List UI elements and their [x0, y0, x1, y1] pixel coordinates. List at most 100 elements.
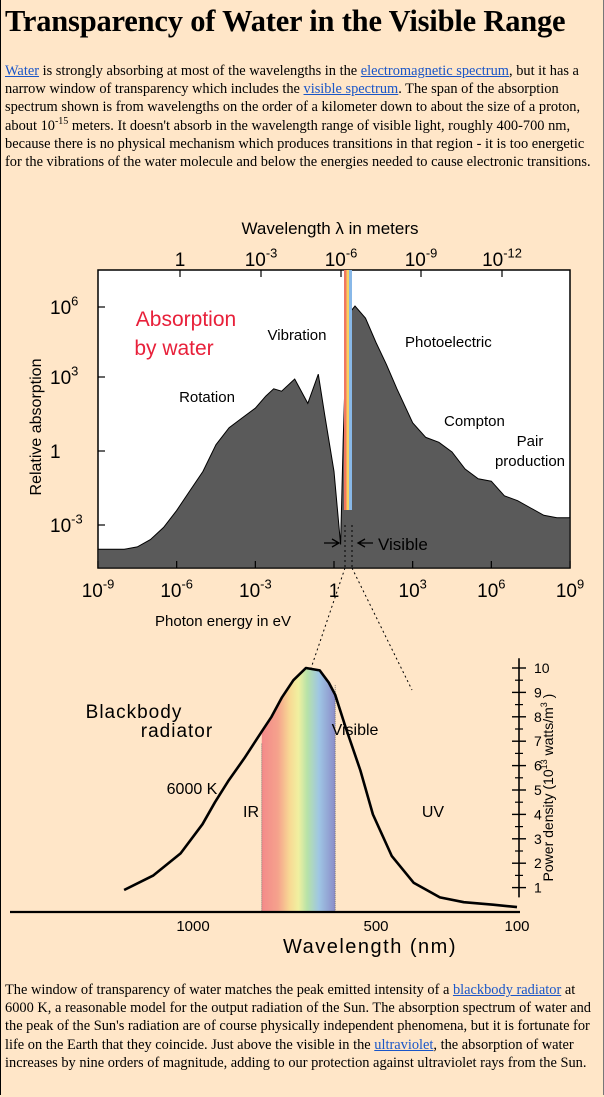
annotation-vibration: Vibration	[268, 327, 327, 344]
x-tick-label-exp: -6	[181, 576, 192, 591]
intro-text-4: meters. It doesn't absorb in the wavelen…	[5, 117, 591, 171]
page-title: Transparency of Water in the Visible Ran…	[5, 4, 566, 38]
bb-y-axis-label: Power density (1013 watts/m3 )	[539, 694, 556, 882]
blackbody-chart: 1 2 3 4 5 6 7 8 9 10 Power density (1013 watts/m3 …	[10, 658, 556, 958]
top-tick-label-exp: -9	[426, 245, 437, 260]
y-tick-label: 10-3	[50, 511, 83, 537]
top-tick-label-base: 10	[405, 250, 426, 271]
link-blackbody-radiator[interactable]: blackbody radiator	[452, 982, 562, 998]
bb-x-tick-label: 1000	[176, 918, 209, 935]
top-tick-label-base: 10	[482, 250, 503, 271]
outro-text-3: , the absorption of water increases by n…	[5, 1036, 587, 1071]
visible-band-yellow	[346, 270, 349, 510]
x-tick-label: 109	[556, 576, 584, 602]
x-tick-label-base: 10	[160, 581, 181, 602]
bb-y-tick-label: 9	[534, 684, 542, 700]
y-tick-label: 103	[50, 363, 78, 389]
link-ultraviolet[interactable]: ultraviolet	[374, 1036, 434, 1053]
intro-paragraph: Water is strongly absorbing at most of t…	[5, 62, 597, 171]
bb-y-tick-label: 5	[534, 782, 542, 798]
x-tick-label: 106	[477, 576, 505, 602]
x-tick-label-exp: -9	[103, 576, 114, 591]
annotation-line-2: production	[495, 453, 565, 470]
x-tick-label-exp: 6	[498, 576, 505, 591]
x-tick-label-base: 10	[477, 581, 498, 602]
top-tick-label-base: 1	[175, 250, 186, 271]
top-tick-label-exp: -12	[503, 245, 522, 260]
bb-title-line-1: Blackbody	[86, 702, 183, 723]
top-tick-label-exp: -6	[346, 245, 357, 260]
bb-title: Blackbody radiator	[86, 702, 214, 742]
y-tick-label-base: 10	[50, 298, 71, 319]
x-tick-label: 10-3	[239, 576, 272, 602]
y-axis-label: Relative absorption	[28, 359, 45, 496]
x-tick-label: 1	[329, 581, 340, 602]
top-tick-label-base: 10	[245, 250, 266, 271]
visible-band-blue	[349, 270, 352, 510]
x-axis-label: Photon energy in eV	[155, 613, 291, 630]
top-tick-label: 10-9	[405, 245, 438, 271]
bb-y-tick-label: 2	[534, 855, 542, 871]
x-tick-label-exp: 3	[420, 576, 427, 591]
y-tick-label-exp: 3	[71, 363, 78, 378]
bb-x-tick-label: 500	[363, 918, 388, 935]
visible-arrow-left	[324, 538, 341, 548]
annotation-pair-production: Pair production	[495, 433, 565, 470]
absorption-area	[97, 305, 571, 569]
x-tick-label-base: 10	[239, 581, 260, 602]
x-tick-label: 103	[399, 576, 427, 602]
y-tick-label-exp: 6	[71, 293, 78, 308]
chart-title-line-2: by water	[134, 337, 213, 360]
top-tick-label: 10-6	[325, 245, 358, 271]
x-tick-label-base: 10	[399, 581, 420, 602]
y-tick-label: 106	[50, 293, 78, 319]
visible-arrow-right	[356, 538, 373, 548]
bb-curve-label: 6000 K	[167, 781, 218, 798]
y-tick-label: 1	[50, 442, 61, 463]
annotation-photoelectric: Photoelectric	[405, 334, 492, 351]
x-tick-label: 10-9	[82, 576, 115, 602]
top-tick-label-base: 10	[325, 250, 346, 271]
x-tick-label-base: 10	[556, 581, 577, 602]
bb-y-tick-label: 8	[534, 709, 542, 725]
bb-x-axis-label: Wavelength (nm)	[283, 936, 457, 958]
bb-y-tick-label: 4	[534, 806, 542, 822]
annotation-visible: Visible	[378, 535, 428, 554]
bb-ylabel-2: watts/m	[540, 707, 556, 759]
annotation-rotation: Rotation	[179, 389, 235, 406]
link-visible-spectrum[interactable]: visible spectrum	[303, 81, 399, 98]
x-tick-label: 10-6	[160, 576, 193, 602]
bb-y-tick-label: 7	[534, 733, 542, 749]
link-water[interactable]: Water	[5, 63, 39, 79]
y-tick-label-exp: -3	[71, 511, 82, 526]
annotation-line-1: Pair	[517, 433, 544, 450]
y-tick-label-base: 10	[50, 368, 71, 389]
top-axis-label: Wavelength λ in meters	[242, 219, 419, 238]
intro-text-3: . The span of the absorption spectrum sh…	[5, 81, 581, 134]
bb-ylabel-exp: 13	[539, 759, 549, 769]
top-tick-label-exp: -3	[266, 245, 277, 260]
chart-title: Absorption by water	[134, 308, 236, 360]
x-tick-label-base: 1	[329, 581, 340, 602]
chart-title-line-1: Absorption	[136, 308, 236, 331]
top-tick-label: 10-3	[245, 245, 278, 271]
bb-title-line-2: radiator	[141, 721, 213, 742]
intro-text-1: is strongly absorbing at most of the wav…	[39, 63, 361, 79]
x-tick-label-base: 10	[82, 581, 103, 602]
bb-y-tick-label: 6	[534, 758, 542, 774]
bb-y-tick-label: 3	[534, 831, 542, 847]
y-tick-label-base: 1	[50, 442, 61, 463]
bb-region-ir: IR	[243, 804, 259, 821]
x-tick-label-exp: -3	[260, 576, 271, 591]
link-electromagnetic-spectrum[interactable]: electromagnetic spectrum	[360, 63, 509, 79]
outro-text-1: The window of transparency of water matc…	[5, 982, 453, 998]
top-tick-label: 1	[175, 250, 186, 271]
x-tick-label-exp: 9	[577, 576, 584, 591]
bb-ylabel-3: )	[540, 694, 556, 703]
visible-spectrum-band	[261, 668, 336, 912]
bb-region-uv: UV	[422, 804, 445, 821]
intro-exponent: -15	[54, 115, 69, 127]
top-tick-label: 10-12	[482, 245, 522, 271]
